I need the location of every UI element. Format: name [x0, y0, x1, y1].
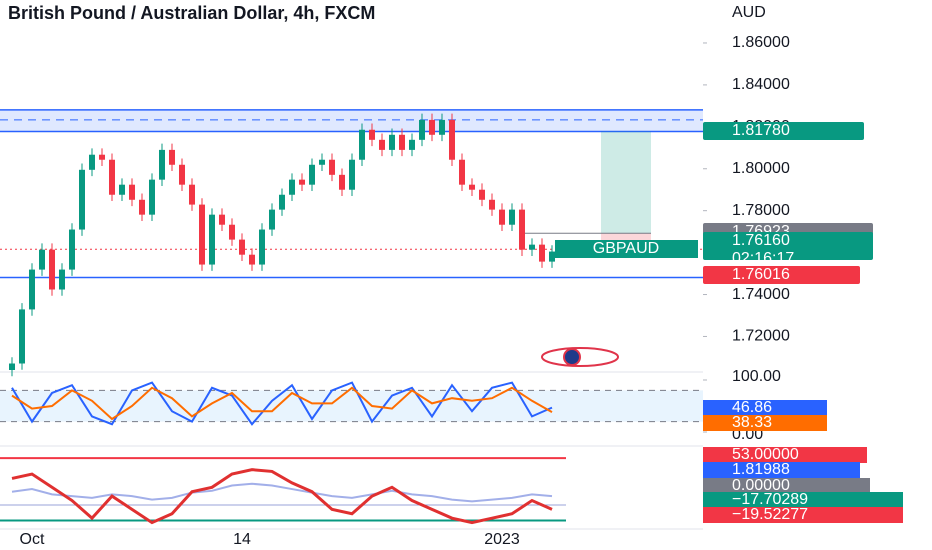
candle-body	[489, 199, 495, 210]
candle-body	[259, 229, 265, 265]
candle-body	[9, 363, 15, 370]
osc-tag-label: 53.00000	[732, 446, 799, 463]
stoch-band	[0, 390, 703, 422]
candle-body	[149, 179, 155, 215]
candle-body	[289, 179, 295, 195]
osc-tag	[703, 447, 867, 463]
candle-body	[129, 184, 135, 200]
candle-body	[159, 149, 165, 180]
y-tick-label: 1.84000	[732, 76, 790, 93]
price-tag-label: 1.76160	[732, 232, 790, 249]
x-tick-label: 14	[233, 531, 251, 548]
candle-body	[549, 251, 555, 262]
candle-body	[99, 154, 105, 160]
candle-body	[419, 119, 425, 140]
candle-body	[359, 129, 365, 160]
candle-body	[269, 209, 275, 230]
candle-body	[519, 209, 525, 250]
candle-body	[349, 159, 355, 190]
candle-body	[209, 214, 215, 265]
candle-body	[509, 209, 515, 225]
candle-body	[479, 189, 485, 200]
candle-body	[169, 149, 175, 165]
candle-body	[139, 199, 145, 215]
stoch-line	[11, 386, 553, 421]
candle-body	[409, 139, 415, 150]
candle-body	[249, 254, 255, 265]
price-tag-label: 1.81780	[732, 122, 790, 139]
candle-body	[89, 154, 95, 170]
symbol-label: GBPAUD	[593, 240, 659, 257]
price-tag	[703, 232, 873, 260]
y-tick-label: 100.00	[732, 368, 781, 385]
candle-body	[109, 159, 115, 195]
candle-body	[69, 229, 75, 270]
candle-body	[299, 179, 305, 185]
candle-body	[239, 239, 245, 255]
candle-body	[389, 134, 395, 150]
x-tick-label: 2023	[484, 531, 520, 548]
candle-body	[339, 174, 345, 190]
candle-body	[469, 184, 475, 190]
candle-body	[229, 224, 235, 240]
candle-body	[369, 129, 375, 140]
resistance-zone	[0, 109, 703, 132]
candle-body	[39, 249, 45, 270]
candle-body	[189, 184, 195, 205]
position-target	[601, 131, 651, 234]
stoch-tag	[703, 415, 827, 431]
osc-line	[11, 468, 553, 525]
candle-body	[399, 134, 405, 150]
osc-tag	[703, 478, 870, 494]
candle-body	[279, 194, 285, 210]
price-tag	[703, 122, 864, 140]
candle-body	[459, 159, 465, 185]
osc-tag	[703, 462, 860, 478]
candle-body	[499, 209, 505, 225]
osc-tag-label: −17.70289	[732, 491, 808, 508]
x-tick-label: Oct	[20, 531, 45, 548]
stoch-tag-label: 38.33	[732, 414, 772, 431]
candle-body	[219, 214, 225, 225]
y-tick-label: 1.86000	[732, 34, 790, 51]
osc-tag	[703, 507, 903, 523]
candle-body	[19, 309, 25, 364]
stoch-tag	[703, 400, 827, 416]
stoch-tag-label: 46.86	[732, 399, 772, 416]
candle-body	[529, 244, 535, 250]
osc-tag-label: −19.52277	[732, 506, 808, 523]
stoch-line	[11, 381, 553, 426]
candle-body	[379, 139, 385, 150]
candle-body	[329, 159, 335, 175]
candle-body	[539, 244, 545, 262]
y-tick-label: 1.80000	[732, 160, 790, 177]
osc-tag	[703, 492, 903, 508]
osc-tag-label: 0.00000	[732, 477, 790, 494]
candle-body	[59, 269, 65, 290]
candle-body	[179, 164, 185, 185]
y-tick-label: 1.78000	[732, 202, 790, 219]
candle-body	[199, 204, 205, 265]
candle-body	[449, 119, 455, 160]
chart-title: British Pound / Australian Dollar, 4h, F…	[8, 3, 375, 23]
price-tag-label: 1.76016	[732, 266, 790, 283]
candle-body	[319, 159, 325, 165]
candle-body	[309, 164, 315, 185]
price-tag	[703, 266, 860, 284]
osc-tag-label: 1.81988	[732, 461, 790, 478]
currency-label: AUD	[732, 4, 766, 21]
candle-body	[429, 119, 435, 135]
candle-body	[119, 184, 125, 195]
logo	[541, 347, 619, 367]
y-tick-label: 1.74000	[732, 286, 790, 303]
candle-body	[79, 169, 85, 230]
y-tick-label: 1.72000	[732, 328, 790, 345]
countdown: 02:16:17	[732, 250, 794, 267]
osc-line	[11, 482, 553, 503]
symbol-box	[555, 240, 698, 258]
candle-body	[49, 249, 55, 290]
candle-body	[29, 269, 35, 310]
candle-body	[439, 119, 445, 135]
